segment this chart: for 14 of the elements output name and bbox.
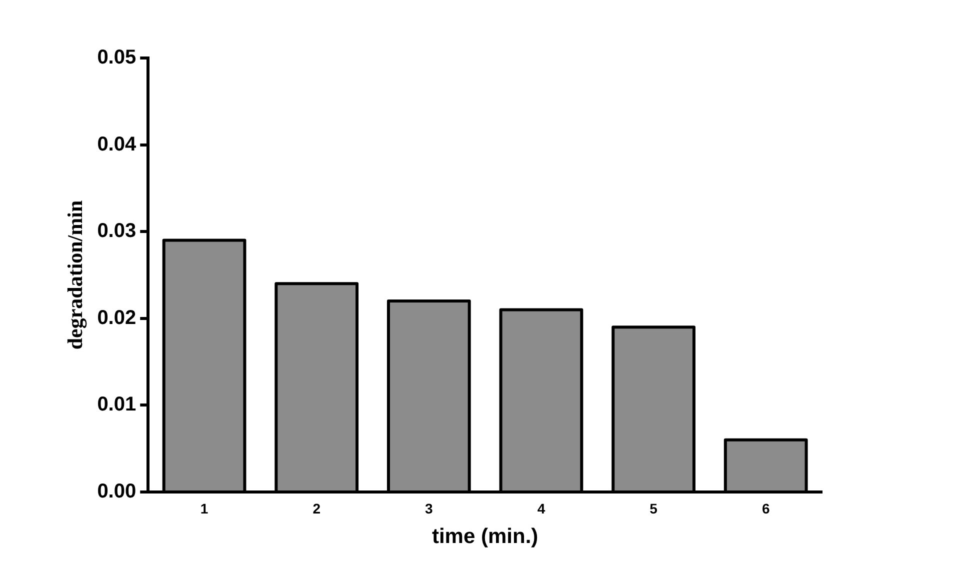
x-axis-title: time (min.) (432, 525, 538, 548)
y-tick-label: 0.03 (97, 220, 136, 242)
x-tick-label: 6 (762, 500, 770, 516)
x-tick-label: 2 (312, 500, 321, 516)
y-tick-label: 0.01 (97, 394, 136, 416)
x-tick-label: 3 (425, 500, 434, 516)
x-tick-label: 5 (650, 500, 658, 516)
y-axis-title: degradation/min (63, 200, 88, 350)
y-tick-label: 0.00 (97, 480, 136, 503)
y-tick-label: 0.02 (97, 306, 136, 329)
y-tick-label: 0.04 (97, 133, 137, 156)
x-tick-label: 1 (200, 500, 208, 516)
y-tick-label: 0.05 (97, 46, 136, 69)
x-tick-label: 4 (537, 500, 546, 516)
